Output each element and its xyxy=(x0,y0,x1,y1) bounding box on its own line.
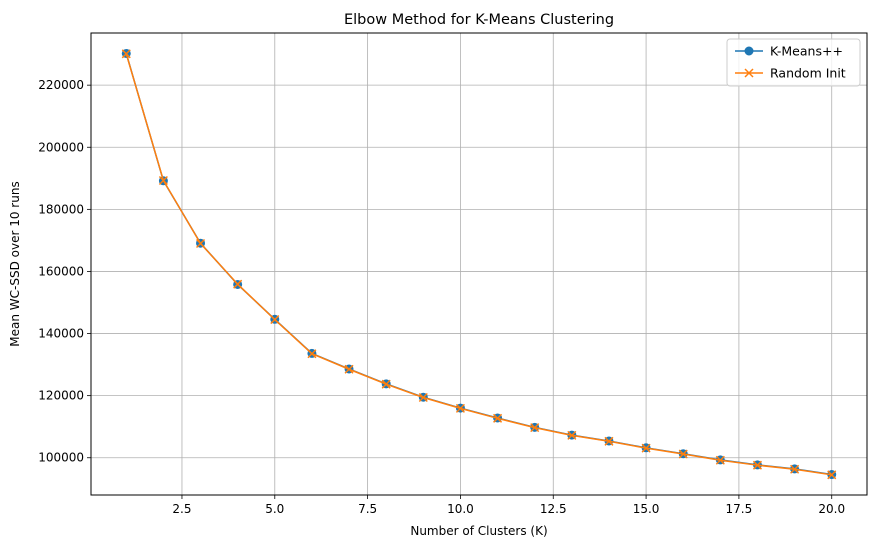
x-tick-label: 20.0 xyxy=(818,502,845,516)
legend-marker xyxy=(744,46,754,56)
x-tick-label: 12.5 xyxy=(540,502,567,516)
data-point xyxy=(158,175,168,186)
ticks: 2.5 5.0 7.5 10.0 12.5 15.0 17.5 20.0 100000 12000… xyxy=(38,78,845,516)
x-tick-label: 2.5 xyxy=(172,502,191,516)
x-tick-label: 15.0 xyxy=(633,502,660,516)
data-point xyxy=(752,460,762,470)
x-axis-title: Number of Clusters (K) xyxy=(410,524,547,538)
data-point xyxy=(567,430,577,440)
data-point xyxy=(604,436,614,446)
x-tick-label: 17.5 xyxy=(726,502,753,516)
series-line xyxy=(125,53,832,476)
grid xyxy=(91,33,867,495)
legend-entry: K-Means++ xyxy=(735,44,843,59)
data-point xyxy=(530,423,540,433)
legend-marker xyxy=(744,68,754,78)
data-point xyxy=(678,449,688,459)
data-point xyxy=(381,379,391,389)
data-point xyxy=(493,413,503,423)
series-2 xyxy=(121,49,837,480)
chart-title: Elbow Method for K-Means Clustering xyxy=(344,12,614,28)
data-point xyxy=(455,403,465,413)
data-point xyxy=(641,443,651,453)
x-tick-label: 5.0 xyxy=(265,502,284,516)
data-point xyxy=(715,455,725,465)
y-tick-label: 100000 xyxy=(38,451,84,465)
x-tick-label: 7.5 xyxy=(358,502,377,516)
data-point xyxy=(790,464,800,474)
data-point xyxy=(121,49,131,59)
legend: K-Means++ Random Init xyxy=(726,38,861,87)
y-axis-title: Mean WC-SSD over 10 runs xyxy=(8,181,22,346)
legend-entries: K-Means++ Random Init xyxy=(735,44,846,81)
y-tick-label: 220000 xyxy=(38,78,84,92)
y-tick-label: 160000 xyxy=(38,264,84,278)
y-tick-label: 180000 xyxy=(38,202,84,216)
y-tick-label: 120000 xyxy=(38,389,84,403)
y-tick-label: 200000 xyxy=(38,140,84,154)
y-tick-label: 140000 xyxy=(38,327,84,341)
data-point xyxy=(827,470,837,480)
legend-entry: Random Init xyxy=(735,66,846,81)
data-point xyxy=(233,279,243,289)
data-point xyxy=(270,315,280,325)
data-point xyxy=(344,364,354,374)
data-point xyxy=(418,392,428,403)
data-point xyxy=(307,349,317,359)
x-tick-label: 10.0 xyxy=(447,502,474,516)
axes-frame xyxy=(90,32,868,496)
legend-label: Random Init xyxy=(770,66,846,81)
legend-label: K-Means++ xyxy=(770,44,843,59)
data-point xyxy=(196,238,206,249)
series-layer xyxy=(121,48,837,480)
